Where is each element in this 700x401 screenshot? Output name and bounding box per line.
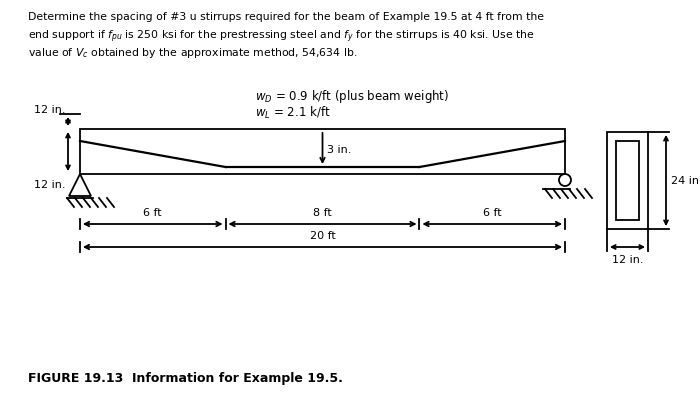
Text: 6 ft: 6 ft bbox=[483, 207, 502, 217]
Text: end support if $f_{pu}$ is 250 ksi for the prestressing steel and $f_{y}$ for th: end support if $f_{pu}$ is 250 ksi for t… bbox=[28, 29, 535, 45]
Text: $w_D$ = 0.9 k/ft (plus beam weight): $w_D$ = 0.9 k/ft (plus beam weight) bbox=[255, 88, 449, 105]
Text: 12 in.: 12 in. bbox=[34, 180, 65, 190]
Text: FIGURE 19.13  Information for Example 19.5.: FIGURE 19.13 Information for Example 19.… bbox=[28, 371, 343, 384]
Text: $w_L$ = 2.1 k/ft: $w_L$ = 2.1 k/ft bbox=[255, 105, 330, 121]
Text: 12 in.: 12 in. bbox=[612, 254, 643, 264]
Text: 3 in.: 3 in. bbox=[328, 145, 352, 155]
Bar bbox=[607, 133, 648, 229]
Text: 24 in.: 24 in. bbox=[671, 176, 700, 186]
Text: 20 ft: 20 ft bbox=[309, 231, 335, 241]
Text: 12 in.: 12 in. bbox=[34, 105, 65, 115]
Text: Determine the spacing of #3 u stirrups required for the beam of Example 19.5 at : Determine the spacing of #3 u stirrups r… bbox=[28, 12, 544, 22]
Bar bbox=[80, 130, 565, 174]
Text: value of $V_c$ obtained by the approximate method, 54,634 lb.: value of $V_c$ obtained by the approxima… bbox=[28, 46, 357, 60]
Bar bbox=[616, 142, 639, 221]
Text: 6 ft: 6 ft bbox=[144, 207, 162, 217]
Text: 8 ft: 8 ft bbox=[313, 207, 332, 217]
